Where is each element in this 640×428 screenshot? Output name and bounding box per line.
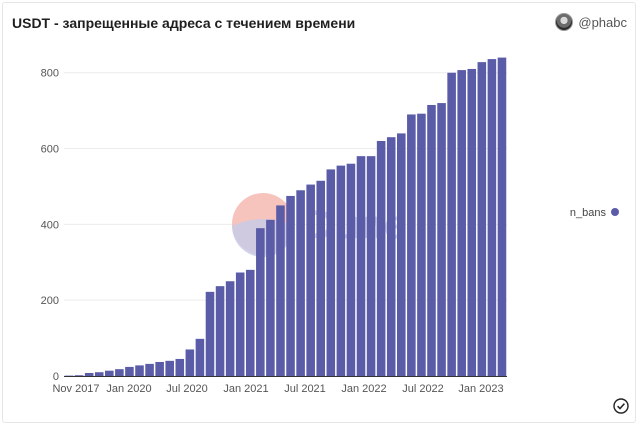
bar[interactable] [376, 140, 386, 376]
x-tick-label: Jan 2021 [223, 383, 268, 395]
bar[interactable] [397, 133, 406, 376]
bar[interactable] [185, 349, 195, 376]
author-name: @phabc [578, 14, 627, 30]
x-tick-label: Jul 2021 [284, 383, 326, 395]
bar[interactable] [205, 291, 215, 376]
y-tick-label: 0 [53, 371, 59, 383]
legend-marker [611, 208, 619, 216]
x-tick-label: Nov 2017 [52, 383, 99, 395]
bar[interactable] [256, 228, 265, 376]
bar[interactable] [427, 104, 436, 376]
x-tick-label: Jan 2023 [458, 383, 503, 395]
bar[interactable] [447, 72, 456, 376]
bar[interactable] [245, 269, 255, 376]
bar[interactable] [175, 358, 185, 376]
bar[interactable] [74, 375, 84, 377]
x-tick-label: Jan 2020 [106, 383, 151, 395]
bar[interactable] [145, 363, 154, 376]
bar[interactable] [336, 165, 346, 376]
chart-title: USDT - запрещенные адреса с течением вре… [12, 15, 356, 31]
bar[interactable] [165, 360, 174, 376]
y-tick-label: 600 [41, 144, 59, 156]
bar[interactable] [135, 365, 144, 376]
bar[interactable] [84, 372, 94, 376]
x-tick-label: Jul 2020 [166, 383, 208, 395]
x-tick-label: Jan 2022 [341, 383, 386, 395]
bar[interactable] [417, 113, 426, 377]
y-tick-label: 800 [41, 68, 59, 80]
bar[interactable] [225, 281, 235, 376]
check-circle-icon[interactable] [613, 398, 629, 414]
x-tick-label: Jul 2022 [402, 383, 444, 395]
bar[interactable] [316, 180, 326, 376]
bar[interactable] [266, 219, 275, 376]
bar[interactable] [487, 59, 497, 376]
bar[interactable] [457, 70, 466, 376]
bars [64, 57, 507, 377]
legend-label[interactable]: n_bans [570, 207, 607, 219]
bar[interactable] [366, 156, 376, 376]
bar[interactable] [296, 190, 305, 376]
y-tick-label: 200 [41, 295, 59, 307]
bar[interactable] [125, 366, 134, 376]
bar[interactable] [356, 156, 366, 376]
bar[interactable] [477, 62, 487, 376]
bar[interactable] [215, 286, 225, 376]
bar[interactable] [155, 361, 164, 376]
bar[interactable] [497, 57, 507, 377]
bar[interactable] [195, 338, 205, 376]
avatar [555, 13, 574, 31]
bar[interactable] [306, 184, 315, 376]
bar[interactable] [235, 272, 245, 376]
bar[interactable] [94, 372, 104, 376]
bar[interactable] [467, 68, 477, 376]
bar[interactable] [437, 103, 446, 377]
bar[interactable] [407, 114, 416, 376]
bar[interactable] [105, 370, 114, 376]
legend: n_bans [570, 207, 619, 219]
bar[interactable] [346, 163, 356, 376]
y-axis: 0 200 400 600 800 [41, 68, 59, 383]
bar[interactable] [386, 137, 396, 376]
bar[interactable] [286, 195, 295, 376]
bar[interactable] [276, 205, 285, 376]
bar[interactable] [326, 169, 336, 376]
bar[interactable] [115, 369, 124, 376]
x-axis: Nov 2017 Jan 2020 Jul 2020 Jan 2021 Jul 2021… [52, 383, 503, 395]
y-tick-label: 400 [41, 219, 59, 231]
author-badge[interactable]: @phabc [555, 13, 627, 31]
